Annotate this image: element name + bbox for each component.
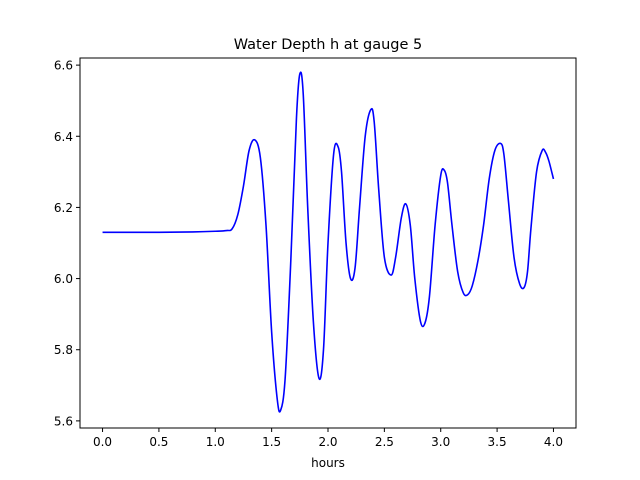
x-tick-label: 2.5 [375,435,394,449]
series-layer [102,71,555,413]
y-tick-label: 6.4 [54,130,73,144]
y-tick-label: 6.6 [54,59,73,73]
chart-title: Water Depth h at gauge 5 [234,37,422,53]
x-tick-label: 1.5 [262,435,281,449]
x-tick-label: 2.0 [318,435,337,449]
x-tick-label: 0.0 [93,435,112,449]
y-tick-label: 5.6 [54,414,73,428]
y-tick-label: 5.8 [54,343,73,357]
y-tick-label: 6.2 [54,201,73,215]
x-tick-label: 1.0 [206,435,225,449]
series-line [102,71,555,413]
x-tick-label: 0.5 [149,435,168,449]
x-tick-label: 3.5 [488,435,507,449]
y-axis: 5.6 5.8 6.0 6.2 6.4 6.6 [54,59,80,428]
x-axis-label: hours [311,456,345,470]
x-axis: 0.0 0.5 1.0 1.5 2.0 2.5 3.0 3.5 4.0 [93,428,563,449]
y-tick-label: 6.0 [54,272,73,286]
x-tick-label: 4.0 [544,435,563,449]
x-tick-label: 3.0 [431,435,450,449]
